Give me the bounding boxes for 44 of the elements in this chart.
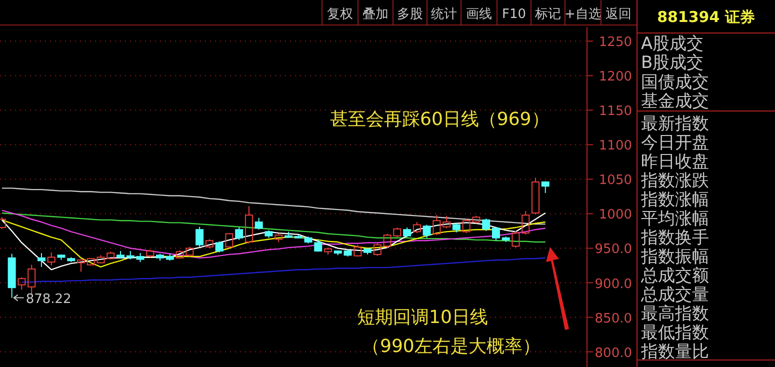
y-tick-label: 1250: [598, 35, 632, 50]
candlestick: [37, 252, 46, 268]
y-tick-label: 950.0: [594, 242, 632, 258]
text: 国债成交: [641, 72, 709, 92]
text: 指数振幅: [640, 247, 709, 267]
text: 指数涨幅: [640, 190, 709, 210]
line-series: [1, 210, 546, 259]
text: 复权: [327, 7, 353, 22]
line-series: [1, 212, 546, 270]
text: 统计: [431, 7, 457, 22]
text: 返回: [606, 7, 632, 22]
y-tick-label: 900.0: [594, 276, 632, 292]
text: 平均涨幅: [641, 209, 709, 229]
text: 基金成交: [641, 92, 709, 112]
annotation: （990左右是大概率）: [362, 336, 540, 357]
text: 画线: [466, 7, 492, 22]
text: 多股: [397, 7, 423, 22]
text: 最低指数: [641, 323, 709, 343]
y-tick-label: 1150: [598, 104, 632, 120]
y-tick-label: 1050: [598, 173, 632, 188]
text: 总成交额: [640, 266, 709, 286]
y-tick-label: 850.0: [594, 311, 632, 326]
text: 今日开盘: [641, 133, 709, 153]
text: 指数换手: [640, 228, 709, 248]
text: 指数量比: [640, 342, 709, 362]
text: 指数涨跌: [640, 171, 709, 191]
y-tick-label: 800.0: [594, 346, 632, 361]
text: 标记: [534, 7, 561, 22]
text: B股成交: [641, 53, 704, 74]
text: 总成交量: [640, 285, 709, 305]
annotation: 短期回调10日线: [357, 307, 488, 328]
text: A股成交: [641, 34, 704, 54]
text: 881394 证券: [657, 8, 755, 26]
text: F10: [502, 7, 526, 22]
text: 最高指数: [641, 304, 709, 324]
text: 最新指数: [641, 114, 709, 134]
text: +自选: [564, 7, 602, 22]
text: 叠加: [362, 7, 388, 22]
y-tick-label: 1000: [598, 208, 632, 223]
text: 昨日收盘: [641, 152, 709, 172]
annotation: 甚至会再踩60日线（969）: [330, 109, 550, 130]
annotation: 878.22: [26, 292, 72, 307]
y-tick-label: 1100: [598, 138, 632, 154]
y-tick-label: 1200: [598, 70, 632, 85]
